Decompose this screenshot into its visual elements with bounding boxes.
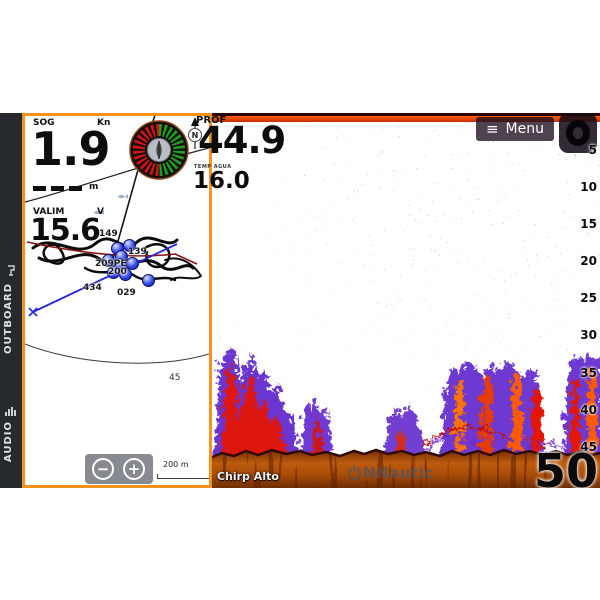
waypoint-label: 209PE xyxy=(95,259,127,269)
sidebar-item-outboard[interactable]: OUTBOARD xyxy=(0,263,22,393)
menu-button[interactable]: ≡ Menu xyxy=(475,117,554,141)
map-scale-bar xyxy=(157,474,209,479)
sog-label: SOG xyxy=(33,118,55,128)
menu-button-label: Menu xyxy=(505,121,544,137)
waypoint-label: 200 xyxy=(108,267,127,277)
depth-tick: 30 xyxy=(580,328,597,342)
waypoint-label: 029 xyxy=(117,288,136,298)
power-icon xyxy=(348,466,361,480)
waypoint-label: 149 xyxy=(99,229,118,239)
valim-value: 15.6 xyxy=(30,213,101,248)
depth-unit: m xyxy=(89,182,99,192)
depth-tick: 5 xyxy=(588,143,597,157)
depth-tick: 45 xyxy=(580,440,597,454)
map-scale-label: 200 m xyxy=(163,460,189,469)
sidebar-item-label: AUDIO xyxy=(3,421,14,463)
watermark-text: NNautic xyxy=(363,464,434,482)
sog-value: 1.9 xyxy=(31,122,110,176)
depth-tick: 40 xyxy=(580,403,597,417)
sonar-echogram xyxy=(212,113,600,488)
chartplotter-app: OUTBOARD AUDIO xyxy=(0,113,600,488)
sonar-panel[interactable]: ≡ Menu 5 10 15 20 25 30 35 40 45 50 Chir… xyxy=(212,113,600,488)
brand-watermark: NNautic xyxy=(348,464,434,482)
compass-gauge xyxy=(129,120,189,180)
zoom-control: − + xyxy=(85,454,153,484)
waypoint-label: 139 xyxy=(128,247,147,257)
fish-icon xyxy=(118,194,128,199)
map-panel[interactable]: 45 149 139 209PE xyxy=(22,113,212,488)
depth-tick: 35 xyxy=(580,366,597,380)
hamburger-icon: ≡ xyxy=(485,119,499,138)
waypoint-marker[interactable] xyxy=(119,268,132,281)
waypoint-marker[interactable] xyxy=(126,257,139,270)
sog-unit: Kn xyxy=(97,118,111,128)
depth-placeholder: m xyxy=(33,182,99,192)
outboard-motor-icon xyxy=(8,265,15,276)
sidebar-item-label: OUTBOARD xyxy=(3,283,14,355)
waypoint-marker[interactable] xyxy=(142,274,155,287)
valim-label: VALIM xyxy=(33,207,65,217)
ring-icon xyxy=(566,120,590,146)
sidebar-item-audio[interactable]: AUDIO xyxy=(0,407,22,471)
cursor-ring-button[interactable] xyxy=(559,113,597,153)
depth-tick: 25 xyxy=(580,291,597,305)
north-indicator: N xyxy=(188,117,202,149)
fish-icon xyxy=(94,210,104,215)
waypoint-marker[interactable] xyxy=(123,239,136,252)
contour-depth-label: 45 xyxy=(169,373,180,383)
zoom-in-button[interactable]: + xyxy=(123,458,145,480)
sidebar: OUTBOARD AUDIO xyxy=(0,113,22,488)
depth-tick: 15 xyxy=(580,217,597,231)
valim-unit: V xyxy=(97,207,104,217)
range-value: 50 xyxy=(533,444,598,488)
north-label: N xyxy=(192,131,199,140)
depth-tick: 10 xyxy=(580,180,597,194)
equalizer-icon xyxy=(5,407,16,416)
waypoint-label: 434 xyxy=(83,283,102,293)
sonar-mode-label: Chirp Alto xyxy=(217,470,279,483)
depth-tick: 20 xyxy=(580,254,597,268)
zoom-out-button[interactable]: − xyxy=(92,458,114,480)
